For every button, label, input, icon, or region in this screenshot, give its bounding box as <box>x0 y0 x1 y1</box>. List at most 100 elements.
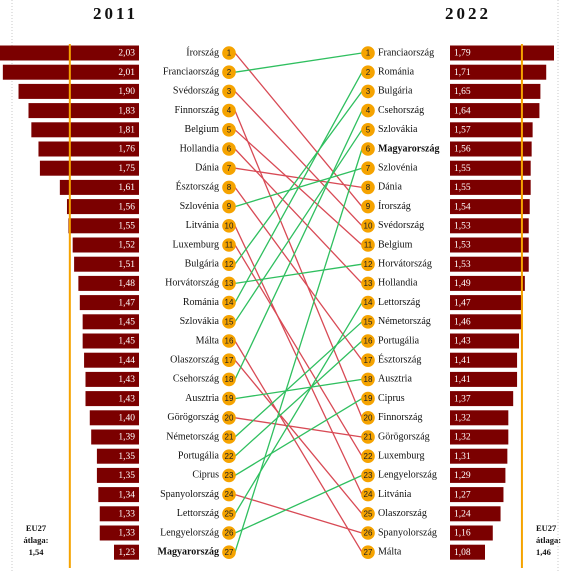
right-rank-badge-1 <box>361 46 375 60</box>
right-value-25: 1,24 <box>454 509 471 519</box>
right-country-2: Románia <box>378 66 415 77</box>
right-value-20: 1,32 <box>454 413 471 423</box>
connector-10 <box>234 225 363 495</box>
left-country-8: Észtország <box>176 181 219 193</box>
right-rank-1: 1 <box>366 49 371 58</box>
connector-2 <box>234 52 363 73</box>
right-value-7: 1,55 <box>454 164 471 174</box>
left-country-25: Lettország <box>177 508 219 519</box>
right-bar-19 <box>450 391 514 407</box>
left-bar-21 <box>91 429 139 445</box>
right-country-13: Hollandia <box>378 278 418 289</box>
connector-16 <box>234 340 363 553</box>
right-rank-12: 12 <box>364 260 373 269</box>
left-bar-15 <box>82 314 139 330</box>
right-rank-badge-12 <box>361 257 375 272</box>
left-value-11: 1,52 <box>118 241 135 251</box>
right-rank-badge-24 <box>361 487 375 502</box>
right-rank-3: 3 <box>366 87 371 96</box>
right-country-8: Dánia <box>378 182 402 193</box>
right-country-14: Lettország <box>378 297 420 308</box>
right-rank-23: 23 <box>364 471 373 480</box>
left-rank-1: 1 <box>227 49 232 58</box>
left-rank-badge-9 <box>222 199 236 214</box>
left-avg-label: EU27 átlaga: <box>23 523 49 545</box>
left-value-22: 1,35 <box>118 452 135 462</box>
right-bar-12 <box>450 256 529 272</box>
right-rank-24: 24 <box>364 490 373 499</box>
right-rank-badge-11 <box>361 238 375 252</box>
left-rank-badge-3 <box>222 84 236 99</box>
right-rank-badge-16 <box>361 334 375 348</box>
right-rank-22: 22 <box>364 452 373 461</box>
right-bar-20 <box>450 410 509 426</box>
right-bar-5 <box>450 122 533 138</box>
left-rank-13: 13 <box>225 279 234 288</box>
right-eu-average-note: EU27 átlaga: 1,46 <box>536 522 562 558</box>
connector-26 <box>234 474 363 534</box>
left-bar-14 <box>79 295 139 311</box>
left-rank-badge-26 <box>222 526 236 540</box>
right-avg-value: 1,46 <box>536 547 551 557</box>
right-rank-13: 13 <box>364 279 373 288</box>
left-rank-26: 26 <box>225 529 234 538</box>
left-rank-badge-18 <box>222 372 236 387</box>
right-value-2: 1,71 <box>454 68 471 78</box>
left-rank-19: 19 <box>225 394 234 403</box>
right-rank-19: 19 <box>364 394 373 403</box>
left-rank-22: 22 <box>225 452 234 461</box>
left-rank-badge-21 <box>222 430 236 444</box>
right-rank-2: 2 <box>366 68 371 77</box>
left-rank-badge-23 <box>222 468 236 483</box>
left-bar-2 <box>2 64 139 80</box>
left-rank-badge-14 <box>222 295 236 310</box>
left-bar-5 <box>31 122 140 138</box>
right-value-21: 1,32 <box>454 433 471 443</box>
left-rank-6: 6 <box>227 145 232 154</box>
left-country-22: Portugália <box>178 450 220 461</box>
left-value-2: 2,01 <box>118 68 135 78</box>
left-country-23: Ciprus <box>192 470 219 481</box>
right-rank-9: 9 <box>366 202 371 211</box>
right-rank-badge-8 <box>361 180 375 195</box>
left-country-6: Hollandia <box>180 143 220 154</box>
left-bar-11 <box>72 237 139 253</box>
left-value-10: 1,55 <box>118 221 135 231</box>
right-country-24: Litvánia <box>378 489 412 500</box>
left-country-21: Németország <box>166 431 219 442</box>
right-rank-badge-17 <box>361 353 375 368</box>
left-rank-18: 18 <box>225 375 234 384</box>
left-value-4: 1,83 <box>118 106 135 116</box>
right-value-22: 1,31 <box>454 452 471 462</box>
left-avg-value: 1,54 <box>28 547 44 557</box>
left-rank-9: 9 <box>227 202 232 211</box>
left-value-8: 1,61 <box>118 183 135 193</box>
right-value-26: 1,16 <box>454 529 471 539</box>
right-country-15: Németország <box>378 316 431 327</box>
left-bar-6 <box>38 141 139 157</box>
left-bar-25 <box>99 506 139 522</box>
left-country-27: Magyarország <box>158 546 219 557</box>
connector-19 <box>234 378 363 400</box>
right-value-23: 1,29 <box>454 471 471 481</box>
right-bar-22 <box>450 448 508 464</box>
right-rank-8: 8 <box>366 183 371 192</box>
left-bar-3 <box>18 83 139 99</box>
left-value-19: 1,43 <box>118 394 135 404</box>
left-value-15: 1,45 <box>118 317 135 327</box>
right-rank-badge-14 <box>361 295 375 310</box>
right-country-3: Bulgária <box>378 86 413 97</box>
right-rank-badge-21 <box>361 430 375 444</box>
right-value-15: 1,46 <box>454 317 471 327</box>
right-value-6: 1,56 <box>454 145 471 155</box>
left-value-20: 1,40 <box>118 413 135 423</box>
left-rank-2: 2 <box>227 68 232 77</box>
right-country-26: Spanyolország <box>378 527 437 538</box>
right-bar-4 <box>450 103 540 119</box>
left-country-24: Spanyolország <box>160 489 219 500</box>
left-rank-badge-12 <box>222 257 236 272</box>
left-eu-average-note: EU27 átlaga: 1,54 <box>16 522 56 558</box>
left-rank-3: 3 <box>227 87 232 96</box>
left-value-6: 1,76 <box>118 145 135 155</box>
left-rank-badge-15 <box>222 315 236 329</box>
